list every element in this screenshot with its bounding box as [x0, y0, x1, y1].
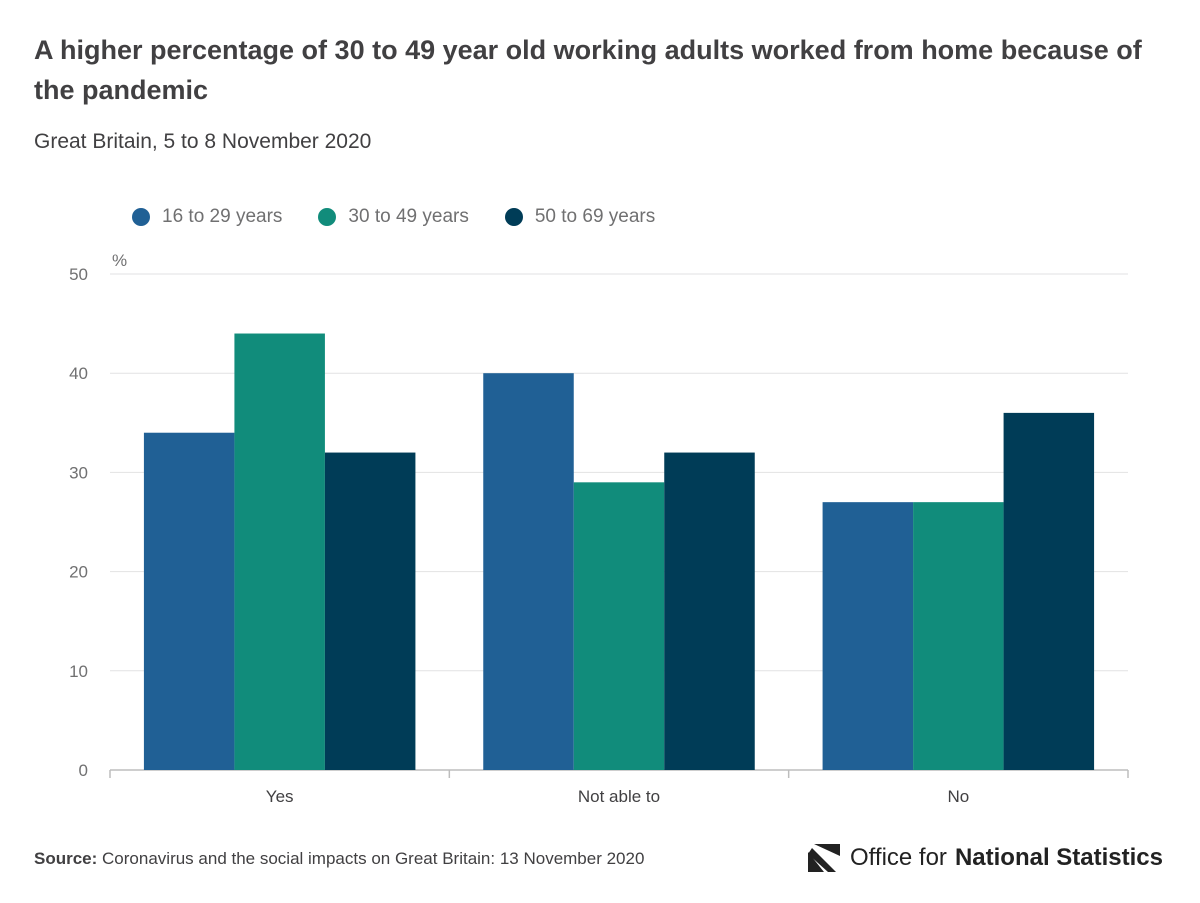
- bar-not-able-to-30-to-49-years: [573, 482, 665, 770]
- bar-yes-16-to-29-years: [143, 432, 235, 770]
- bar-chart: 0 10 20 30 40 50% Yes Not able to No: [69, 251, 1129, 806]
- bar-no-30-to-49-years: [913, 502, 1004, 770]
- bar-not-able-to-16-to-29-years: [483, 373, 574, 770]
- y-tick-label-20: 20: [69, 563, 88, 582]
- y-tick-label-0: 0: [79, 761, 88, 780]
- source-note: Source: Coronavirus and the social impac…: [34, 849, 644, 869]
- legend-dot-30-49: [318, 208, 337, 226]
- x-tick-label-yes: Yes: [266, 787, 294, 806]
- legend-label-50-69: 50 to 69 years: [534, 206, 656, 227]
- chart-title: A higher percentage of 30 to 49 year old…: [34, 35, 1142, 105]
- bar-yes-30-to-49-years: [234, 333, 325, 770]
- ons-logo: Office for National Statistics: [806, 842, 1163, 874]
- y-tick-label-10: 10: [69, 662, 88, 681]
- bar-not-able-to-50-to-69-years: [664, 452, 755, 770]
- x-tick-label-no: No: [947, 787, 969, 806]
- bar-no-16-to-29-years: [822, 502, 914, 770]
- legend-dot-16-29: [132, 208, 150, 226]
- legend-label-16-29: 16 to 29 years: [162, 206, 283, 227]
- logo-text-bold: National Statistics: [954, 844, 1163, 871]
- source-text: Coronavirus and the social impacts on Gr…: [102, 849, 645, 868]
- y-tick-label-50: 50: [69, 265, 88, 284]
- legend: 16 to 29 years 30 to 49 years 50 to 69 y…: [132, 206, 655, 228]
- source-label: Source:: [34, 849, 98, 868]
- ons-logo-icon: [808, 844, 840, 872]
- legend-label-30-49: 30 to 49 years: [348, 206, 469, 227]
- logo-text-prefix: Office for: [850, 844, 947, 871]
- chart-subtitle: Great Britain, 5 to 8 November 2020: [34, 130, 372, 153]
- legend-item-30-49[interactable]: 30 to 49 years: [318, 206, 469, 228]
- bar-yes-50-to-69-years: [324, 452, 416, 770]
- legend-item-50-69[interactable]: 50 to 69 years: [504, 206, 656, 228]
- y-axis-label: %: [112, 251, 127, 270]
- x-tick-label-not-able-to: Not able to: [578, 787, 660, 806]
- y-tick-label-30: 30: [69, 463, 88, 482]
- bar-no-50-to-69-years: [1003, 412, 1095, 770]
- legend-dot-50-69: [504, 208, 523, 226]
- y-tick-label-40: 40: [69, 364, 88, 383]
- legend-item-16-29[interactable]: 16 to 29 years: [132, 206, 282, 228]
